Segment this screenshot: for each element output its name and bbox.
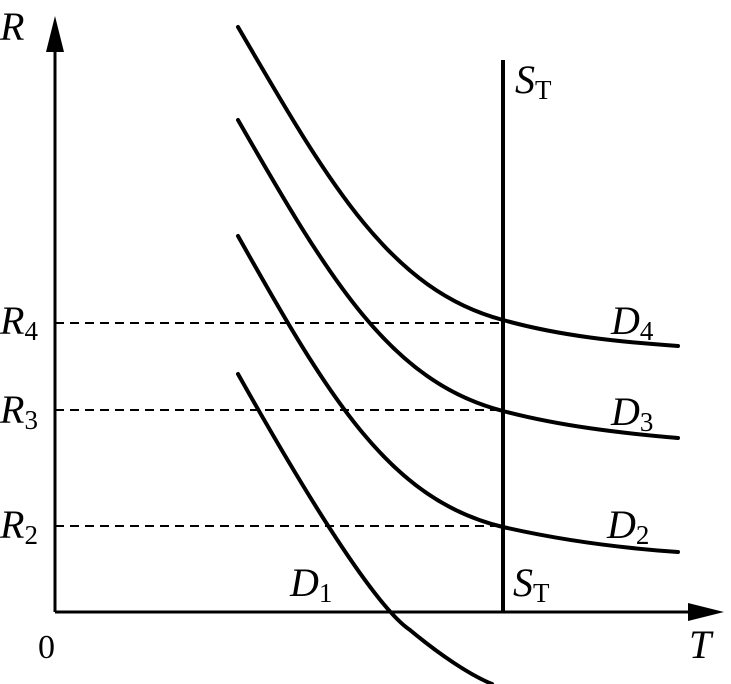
demand-label-d3: D3 <box>610 389 653 437</box>
level-label-r2: R2 <box>0 502 38 550</box>
demand-curve-d1 <box>236 372 494 684</box>
demand-curve-d2 <box>236 234 680 554</box>
y-axis-arrowhead <box>46 16 64 52</box>
demand-label-d1: D1 <box>289 560 332 608</box>
origin-label: 0 <box>38 629 55 666</box>
demand-label-d4: D4 <box>610 298 654 346</box>
supply-label-bottom: ST <box>513 560 550 608</box>
y-axis-label: R <box>0 4 24 49</box>
demand-label-d2: D2 <box>606 502 649 550</box>
x-axis-label: T <box>689 622 714 667</box>
demand-curve-d4 <box>236 25 680 348</box>
supply-label-top: ST <box>515 57 552 105</box>
level-label-r3: R3 <box>0 387 38 435</box>
x-axis-arrowhead <box>688 603 724 621</box>
level-label-r4: R4 <box>0 298 38 346</box>
demand-curve-d3 <box>236 118 680 440</box>
